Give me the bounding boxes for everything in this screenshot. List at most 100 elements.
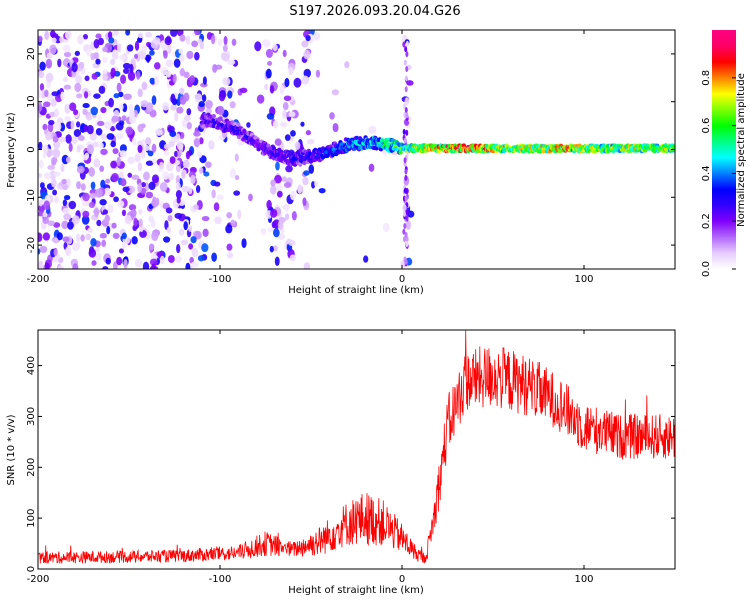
- spectrogram-cell: [156, 251, 164, 258]
- spectrogram-cell: [301, 40, 309, 48]
- spectrogram-cell: [160, 66, 168, 76]
- spectrogram-cell: [104, 121, 112, 130]
- spectrogram-cell: [111, 172, 119, 182]
- spectrogram-cell: [404, 231, 408, 238]
- spectrogram-cell: [123, 258, 128, 269]
- spectrogram-cell: [75, 75, 83, 84]
- spectrogram-cell: [63, 195, 71, 201]
- spectrogram-cell: [229, 101, 236, 109]
- spectrogram-cell: [404, 106, 408, 113]
- spectrogram-cell: [145, 160, 154, 166]
- spectrogram-cell: [186, 121, 192, 130]
- spectrogram-cell: [45, 58, 53, 69]
- spectrogram-cell: [154, 128, 163, 136]
- spectrogram-cell: [82, 103, 90, 109]
- figure-title: S197.2026.093.20.04.G26: [289, 4, 460, 19]
- spectrogram-y-tick-label: -20: [26, 237, 37, 253]
- spectrogram-cell: [115, 122, 124, 131]
- spectrogram-cell: [136, 37, 143, 43]
- spectrogram-cell: [255, 138, 260, 143]
- spectrogram-x-tick-label: 100: [574, 274, 593, 285]
- spectrogram-cell: [150, 219, 156, 228]
- spectrogram-cell: [213, 181, 221, 187]
- spectrogram-cell: [213, 202, 220, 212]
- spectrogram-cell: [179, 87, 185, 95]
- spectrogram-cell: [180, 239, 189, 246]
- spectrogram-cell: [89, 192, 97, 199]
- spectrogram-cell: [50, 98, 57, 107]
- spectrogram-cell: [93, 158, 101, 168]
- spectrogram-cell: [314, 181, 319, 187]
- spectrogram-cell: [212, 64, 218, 73]
- spectrogram-cell: [203, 171, 210, 177]
- spectrogram-cell: [82, 33, 89, 40]
- spectrogram-cell: [102, 46, 108, 53]
- spectrogram-cell: [193, 131, 201, 137]
- spectrogram-cell: [129, 109, 135, 120]
- spectrogram-cell: [189, 75, 196, 84]
- spectrogram-cell: [222, 44, 228, 52]
- spectrogram-cell: [218, 116, 223, 121]
- spectrogram-cell: [197, 255, 205, 262]
- spectrogram-cell: [90, 106, 99, 116]
- spectrogram-cell: [289, 190, 297, 201]
- spectrogram-cell: [76, 181, 82, 190]
- spectrogram-cell: [234, 174, 240, 181]
- spectrogram-cell: [134, 53, 139, 59]
- spectrogram-cell: [146, 102, 154, 113]
- spectrogram-cell: [403, 210, 407, 217]
- spectrogram-x-tick-label: -100: [209, 274, 232, 285]
- spectrogram-cell: [672, 145, 675, 150]
- spectrogram-cell: [116, 156, 121, 167]
- spectrogram-cell: [100, 133, 108, 140]
- spectrogram-cell: [315, 69, 321, 78]
- spectrogram-cell: [201, 243, 209, 253]
- spectrogram-cell: [368, 163, 375, 172]
- spectrogram-cell: [93, 52, 99, 60]
- spectrogram-cell: [186, 108, 192, 116]
- spectrogram-cell: [403, 137, 407, 144]
- spectrogram-cell: [305, 34, 311, 42]
- spectrogram-cell: [83, 166, 89, 174]
- spectrogram-cell: [94, 247, 100, 253]
- spectrogram-cell: [39, 182, 45, 189]
- spectrogram-cell: [297, 184, 303, 194]
- spectrogram-cell: [42, 232, 51, 241]
- spectrogram-cell: [39, 245, 48, 254]
- spectrogram-cell: [405, 112, 409, 119]
- spectrogram-cell: [272, 245, 278, 252]
- spectrogram-cell: [194, 231, 202, 240]
- spectrogram-cell: [181, 185, 190, 193]
- spectrogram-cell: [193, 204, 199, 210]
- spectrogram-cell: [190, 236, 197, 244]
- spectrogram-cell: [117, 43, 122, 53]
- spectrogram-cell: [404, 97, 410, 106]
- spectrogram-cell: [121, 232, 127, 240]
- spectrogram-cell: [145, 229, 151, 240]
- spectrogram-cell: [161, 102, 170, 111]
- spectrogram-y-tick-label: 10: [26, 95, 37, 108]
- spectrogram-cell: [62, 236, 70, 243]
- spectrogram-cell: [312, 32, 321, 41]
- spectrogram-cell: [181, 170, 186, 179]
- spectrogram-cell: [279, 121, 288, 128]
- spectrogram-cell: [265, 48, 273, 58]
- spectrogram-cell: [152, 158, 157, 164]
- spectrogram-cell: [235, 122, 241, 127]
- spectrogram-cell: [49, 44, 57, 55]
- spectrogram-cell: [119, 150, 127, 158]
- spectrogram-cell: [63, 213, 72, 221]
- spectrogram-cell: [403, 187, 407, 194]
- colorbar-tick-label: 0.8: [701, 70, 712, 86]
- spectrogram-cell: [151, 143, 157, 153]
- spectrogram-cell: [141, 81, 148, 91]
- spectrogram-cell: [53, 171, 61, 177]
- spectrogram-cell: [59, 36, 65, 43]
- spectrogram-cell: [222, 53, 230, 62]
- spectrogram-cell: [112, 148, 119, 155]
- spectrogram-cell: [234, 153, 239, 162]
- spectrogram-cell: [60, 163, 65, 173]
- spectrogram-cell: [211, 114, 217, 119]
- spectrogram-cell: [38, 248, 41, 255]
- snr-y-ticks: 0 100 200 300 400: [26, 356, 675, 572]
